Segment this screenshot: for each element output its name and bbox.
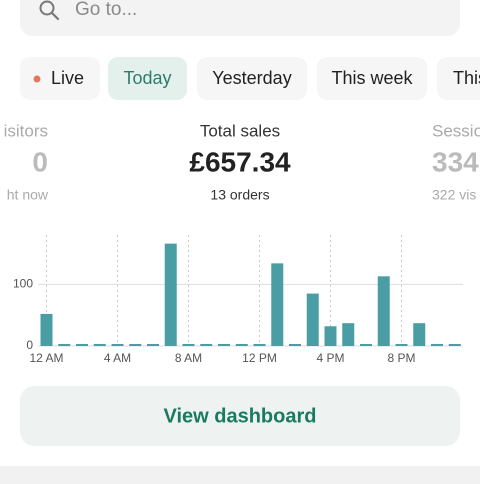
bar <box>40 313 53 346</box>
bar <box>218 344 230 346</box>
bar <box>235 344 248 346</box>
bar <box>395 344 408 346</box>
bar <box>200 344 213 346</box>
tab-label: Today <box>123 68 171 88</box>
bar <box>448 344 461 346</box>
x-tick-label: 8 PM <box>387 351 415 365</box>
x-tick-label: 12 PM <box>242 351 277 365</box>
tab-label: This week <box>331 68 413 88</box>
bar <box>129 344 142 346</box>
tab[interactable] <box>437 57 480 100</box>
bar <box>253 344 266 346</box>
bar <box>182 344 195 346</box>
bar <box>93 344 106 346</box>
search-box[interactable] <box>20 0 460 36</box>
tab-label: Yesterday <box>212 68 291 88</box>
stat-value: 334 <box>432 146 479 177</box>
stat-sub: 322 vis <box>432 187 476 203</box>
bar <box>431 344 443 346</box>
bar <box>342 323 355 346</box>
stat-sub: 13 orders <box>210 187 269 203</box>
bar <box>324 326 337 346</box>
x-tick-label: 4 PM <box>316 351 344 365</box>
search-icon-handle <box>50 11 60 21</box>
bar <box>360 344 372 346</box>
bar <box>306 293 319 346</box>
bar <box>58 344 71 346</box>
button-label: View dashboard <box>163 405 316 427</box>
bar <box>164 243 177 346</box>
y-tick-label: 0 <box>26 338 33 352</box>
tab-label: Live <box>51 68 84 88</box>
stat-value: £657.34 <box>189 146 291 177</box>
bar <box>413 323 426 346</box>
tab[interactable] <box>108 57 187 100</box>
view-dashboard-button[interactable] <box>20 386 460 446</box>
stat-sub: ht now <box>7 187 49 203</box>
x-tick-label: 8 AM <box>175 351 202 365</box>
tab[interactable] <box>317 57 427 100</box>
tab[interactable] <box>20 57 100 100</box>
bar <box>271 263 284 346</box>
bar <box>111 344 124 346</box>
bar <box>76 344 88 346</box>
tab[interactable] <box>197 57 307 100</box>
live-dot <box>33 75 41 83</box>
bottom-strip <box>0 466 480 484</box>
stat-label: Sessio <box>432 121 480 140</box>
search-placeholder: Go to... <box>75 0 137 20</box>
bar <box>147 344 159 346</box>
tab-label: This <box>453 68 480 88</box>
stat-label: Total sales <box>200 121 280 140</box>
x-tick-label: 12 AM <box>29 351 63 365</box>
stat-label: isitors <box>4 121 48 140</box>
y-tick-label: 100 <box>13 277 33 291</box>
search-icon <box>39 0 55 16</box>
x-tick-label: 4 AM <box>104 351 131 365</box>
stat-value: 0 <box>32 146 48 177</box>
chart: 0 100 12 AM 4 AM 8 AM 12 PM 4 PM 8 PM <box>13 235 463 365</box>
bar <box>377 276 390 346</box>
bar <box>289 344 301 346</box>
